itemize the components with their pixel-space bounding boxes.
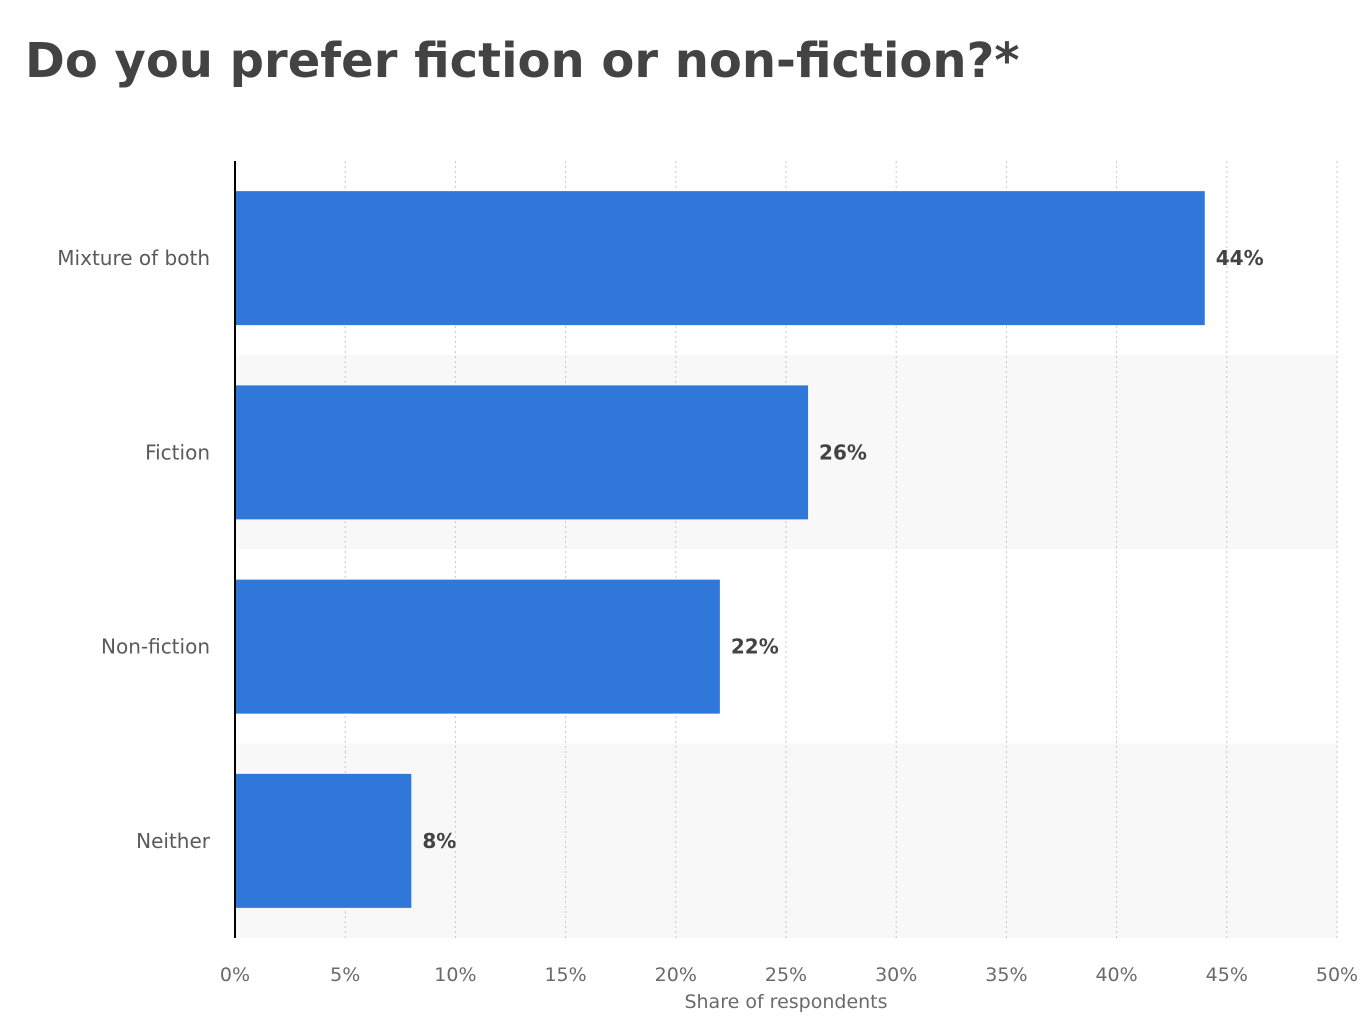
x-tick-label: 40% <box>1095 964 1137 986</box>
bar <box>235 385 809 520</box>
bar-value-label: 8% <box>422 829 456 853</box>
category-label: Neither <box>136 829 211 853</box>
x-axis-title: Share of respondents <box>684 991 887 1013</box>
bars <box>235 191 1205 908</box>
x-tick-label: 5% <box>330 964 360 986</box>
category-label: Fiction <box>145 440 210 464</box>
x-tick-label: 10% <box>434 964 476 986</box>
category-label: Non-fiction <box>101 635 210 659</box>
category-labels: Mixture of both Fiction Non-fiction Neither <box>57 246 210 853</box>
x-tick-label: 15% <box>544 964 586 986</box>
value-labels: 44% 26% 22% 8% <box>422 246 1263 853</box>
bar <box>235 191 1205 326</box>
x-tick-label: 20% <box>655 964 697 986</box>
chart-title: Do you prefer fiction or non-fiction?* <box>25 33 1020 89</box>
x-tick-label: 0% <box>220 964 250 986</box>
x-tick-label: 45% <box>1206 964 1248 986</box>
bar <box>235 579 720 714</box>
x-tick-label: 30% <box>875 964 917 986</box>
x-tick-label: 35% <box>985 964 1027 986</box>
bar <box>235 773 412 908</box>
bar-value-label: 26% <box>819 440 867 464</box>
category-label: Mixture of both <box>57 246 210 270</box>
x-axis-ticks: 0% 5% 10% 15% 20% 25% 30% 35% 40% 45% 50% <box>220 964 1358 986</box>
bar-value-label: 44% <box>1216 246 1264 270</box>
x-tick-label: 25% <box>765 964 807 986</box>
bar-value-label: 22% <box>731 635 779 659</box>
x-tick-label: 50% <box>1316 964 1358 986</box>
